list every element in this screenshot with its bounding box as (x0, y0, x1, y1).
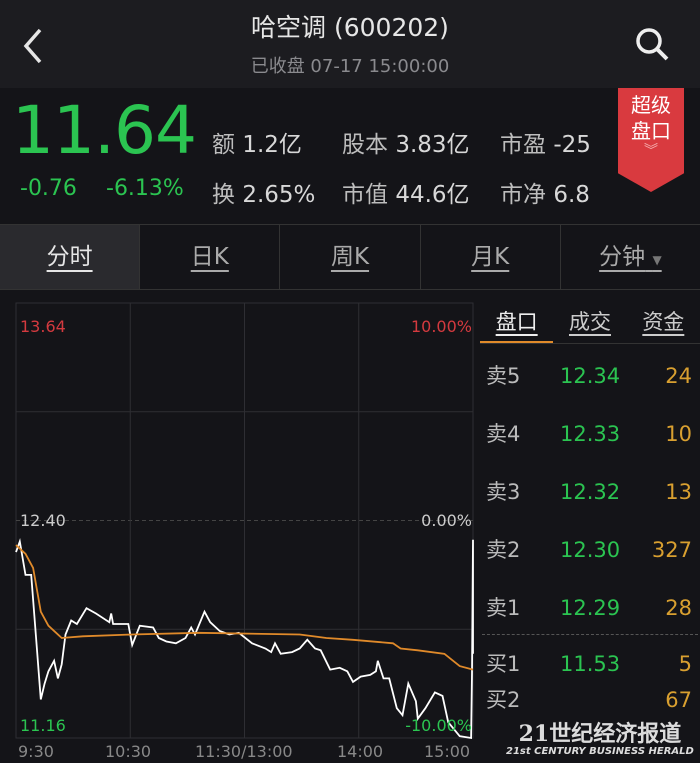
level-volume: 327 (651, 538, 692, 562)
market-status: 已收盘 07-17 15:00:00 (250, 56, 450, 77)
tab-funds[interactable]: 资金 (642, 310, 685, 334)
level-label: 卖4 (486, 422, 521, 446)
ask-row: 卖1 12.29 28 (480, 594, 700, 622)
level-label: 买1 (486, 652, 521, 676)
price-line (15, 537, 474, 740)
stat-shares: 股本 3.83亿 (342, 132, 470, 158)
level-volume: 24 (665, 364, 692, 388)
level-price: 12.30 (560, 538, 621, 562)
pct-top-label: 10.00% (410, 317, 472, 336)
level-price: 12.34 (560, 364, 621, 388)
pct-bottom-label: -10.00% (405, 716, 472, 735)
price-bottom-label: 11.16 (20, 716, 66, 735)
x-tick: 14:00 (337, 742, 384, 761)
double-chevron-down-icon: ︾ (644, 143, 658, 159)
price-top-label: 13.64 (20, 317, 66, 336)
ask-row: 卖3 12.32 13 (480, 478, 700, 506)
stat-turnover: 换 2.65% (212, 182, 316, 208)
tab-daily-k[interactable]: 日K (140, 225, 281, 289)
x-tick: 15:00 (424, 742, 471, 761)
badge-label: 超级盘口 (631, 93, 671, 143)
intraday-chart[interactable]: 13.64 10.00% 12.40 0.00% 11.16 -10.00% 9… (0, 290, 480, 761)
level-price: 11.53 (560, 652, 621, 676)
avg-line (15, 544, 474, 671)
tab-monthly-k[interactable]: 月K (421, 225, 561, 289)
tab-orderbook[interactable]: 盘口 (480, 300, 554, 343)
ask-row: 卖5 12.34 24 (480, 362, 700, 390)
level-price: 12.29 (560, 596, 621, 620)
level-label: 卖3 (486, 480, 521, 504)
stat-pb: 市净 6.8 (500, 182, 590, 208)
ask-row: 卖2 12.30 327 (480, 536, 700, 564)
level-label: 买2 (486, 688, 521, 712)
price-mid-label: 12.40 (20, 511, 66, 530)
stat-pe: 市盈 -25 (500, 132, 591, 158)
x-tick: 11:30/13:00 (195, 742, 293, 761)
bid-row: 买1 11.53 5 (480, 650, 700, 678)
level-volume: 13 (665, 480, 692, 504)
x-tick: 9:30 (18, 742, 54, 761)
tab-trades[interactable]: 成交 (568, 310, 611, 334)
level-volume: 10 (665, 422, 692, 446)
super-orderbook-button[interactable]: 超级盘口 ︾ (618, 88, 684, 192)
tab-intraday[interactable]: 分时 (0, 225, 141, 289)
level-volume: 5 (678, 652, 692, 676)
page-title: 哈空调 (600202) (251, 13, 449, 42)
price-change-pct: -6.13% (106, 176, 184, 201)
stat-amount: 额 1.2亿 (212, 132, 302, 158)
level-label: 卖1 (486, 596, 521, 620)
ask-row: 卖4 12.33 10 (480, 420, 700, 448)
watermark-cn: 21世纪经济报道 (518, 721, 682, 747)
search-icon[interactable] (632, 24, 672, 64)
level-label: 卖2 (486, 538, 521, 562)
tab-minute-label: 分钟 (599, 244, 646, 270)
stat-market-cap: 市值 44.6亿 (342, 182, 470, 208)
x-tick: 10:30 (105, 742, 152, 761)
level-volume: 28 (665, 596, 692, 620)
chart-tabs: 分时 日K 周K 月K 分钟 ▼ (0, 224, 700, 290)
tab-minute[interactable]: 分钟 ▼ (561, 225, 700, 289)
level-volume: 67 (665, 688, 692, 712)
level-price: 12.33 (560, 422, 621, 446)
ask-bid-divider (482, 634, 698, 635)
top-bar: 哈空调 (600202) 已收盘 07-17 15:00:00 (0, 0, 700, 88)
order-panel: 盘口 成交 资金 卖5 12.34 24 卖4 12.33 10 卖3 12.32 13 卖2 12… (480, 300, 700, 759)
level-price: 12.32 (560, 480, 621, 504)
pct-mid-label: 0.00% (421, 511, 472, 530)
price-change: -0.76 (20, 176, 77, 201)
last-price: 11.64 (12, 92, 197, 169)
chevron-left-icon[interactable] (18, 26, 54, 66)
caret-down-icon: ▼ (652, 253, 662, 267)
watermark-logo: 21世纪经济报道 21st CENTURY BUSINESS HERALD (506, 722, 694, 758)
tab-weekly-k[interactable]: 周K (280, 225, 421, 289)
level-label: 卖5 (486, 364, 521, 388)
chart-svg (15, 302, 474, 740)
bid-row: 买2 67 (480, 686, 700, 714)
watermark-en: 21st CENTURY BUSINESS HERALD (506, 746, 694, 757)
